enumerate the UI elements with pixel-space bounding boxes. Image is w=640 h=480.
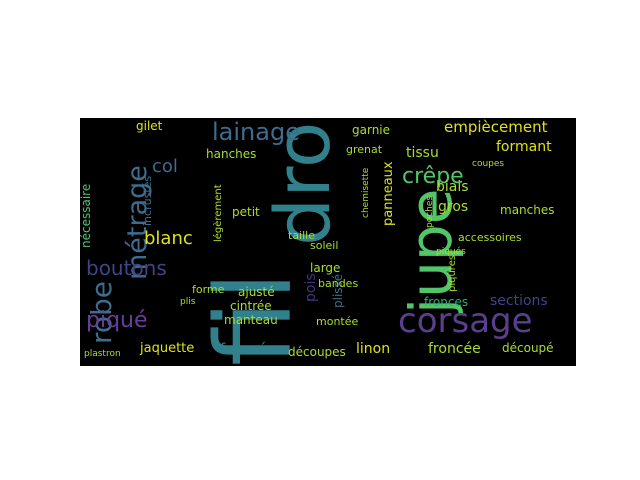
word-grenat: grenat xyxy=(346,143,383,156)
word-jaquette: jaquette xyxy=(140,341,195,356)
word-ajuste: ajusté xyxy=(238,285,275,299)
word-decoupes: découpes xyxy=(288,345,346,359)
word-necessaire: nécessaire xyxy=(80,183,93,248)
word-large: large xyxy=(310,261,341,275)
word-pique: piqué xyxy=(86,308,148,333)
word-decoupe: découpé xyxy=(502,341,554,355)
word-accessoires: accessoires xyxy=(458,231,522,244)
word-soleil: soleil xyxy=(310,239,339,252)
word-gros: gros xyxy=(438,199,469,215)
word-hanches: hanches xyxy=(206,147,257,161)
word-panneaux: panneaux xyxy=(381,161,396,226)
word-corsage: corsage xyxy=(398,301,533,341)
word-taille: taille xyxy=(288,229,315,242)
word-cintree: cintrée xyxy=(230,299,272,313)
word-pois: pois xyxy=(303,273,319,302)
word-coupes: coupes xyxy=(472,159,505,169)
word-petit: petit xyxy=(232,205,260,219)
word-gilet: gilet xyxy=(136,119,163,133)
word-empiecement: empiècement xyxy=(444,118,548,136)
word-plis: plis xyxy=(180,297,196,307)
word-piqures: piqûres xyxy=(447,254,458,292)
word-piques: piqués xyxy=(436,247,466,257)
word-boutons: boutons xyxy=(86,256,167,280)
word-linon: linon xyxy=(356,341,391,357)
word-montee: montée xyxy=(316,315,359,328)
word-garnie: garnie xyxy=(352,123,391,137)
word-forme: forme xyxy=(192,283,225,296)
word-chemisette: chemisette xyxy=(361,167,371,218)
word-tissu: tissu xyxy=(406,145,439,161)
word-incrustes: incrustés xyxy=(141,175,154,226)
word-biais: biais xyxy=(436,179,469,195)
word-col: col xyxy=(152,156,178,177)
word-plastron: plastron xyxy=(84,349,121,359)
word-poches: poches xyxy=(425,195,435,228)
word-crepe: crêpe xyxy=(402,164,464,189)
word-manteau: manteau xyxy=(224,313,278,327)
word-bandes: bandes xyxy=(318,277,359,290)
word-fronces: fronces xyxy=(424,295,469,309)
word-blanc: blanc xyxy=(144,228,193,249)
word-froncee: froncée xyxy=(428,341,481,357)
word-legerement: légèrement xyxy=(213,184,224,242)
word-sections: sections xyxy=(490,293,548,309)
word-lainage: lainage xyxy=(212,118,300,146)
word-cloud: droit fil jupe corsage robe métrage lain… xyxy=(80,118,576,366)
word-formant: formant xyxy=(496,139,552,155)
word-fronce: froncé xyxy=(220,340,268,358)
word-manches: manches xyxy=(500,203,555,217)
